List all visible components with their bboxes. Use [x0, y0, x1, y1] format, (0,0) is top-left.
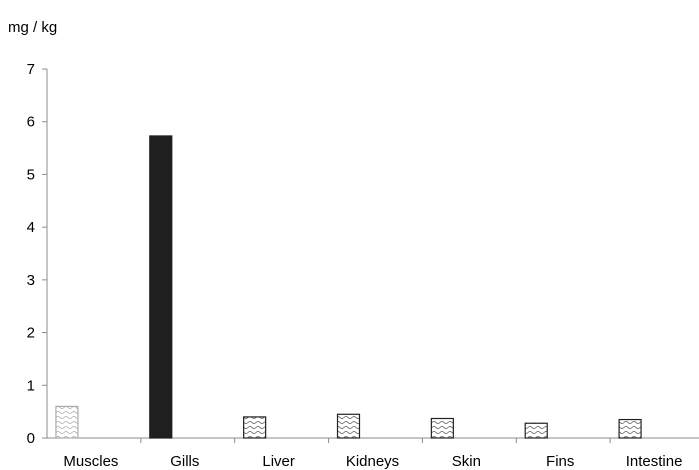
x-tick-label: Muscles	[63, 453, 118, 470]
y-tick-label: 7	[27, 61, 35, 78]
y-tick-label: 6	[27, 114, 35, 131]
x-tick-label: Skin	[452, 453, 481, 470]
y-tick-label: 4	[27, 219, 35, 236]
bars	[55, 135, 642, 439]
bar-gills	[149, 135, 173, 439]
bar-intestine	[618, 418, 642, 439]
x-tick-label: Gills	[170, 453, 199, 470]
x-tick-label: Intestine	[626, 453, 683, 470]
bar-muscles	[55, 405, 79, 439]
bar-kidneys	[336, 413, 361, 439]
x-tick-label: Liver	[262, 453, 295, 470]
y-tick-label: 5	[27, 166, 35, 183]
x-tick-label: Fins	[546, 453, 574, 470]
bar-skin	[430, 417, 454, 439]
bar-fins	[524, 422, 548, 439]
y-tick-label: 3	[27, 272, 35, 289]
axes	[46, 69, 699, 443]
y-tick-label: 0	[27, 430, 35, 447]
y-axis-ticks: 0 1 2 3 4 5 6 7	[27, 61, 47, 447]
y-tick-label: 2	[27, 325, 35, 342]
x-tick-label: Kidneys	[346, 453, 399, 470]
bar-liver	[243, 416, 267, 439]
x-axis-labels: Muscles Gills Liver Kidneys Skin Fins Intestin…	[63, 453, 682, 470]
y-tick-label: 1	[27, 377, 35, 394]
y-axis-unit-label: mg / kg	[8, 19, 57, 36]
